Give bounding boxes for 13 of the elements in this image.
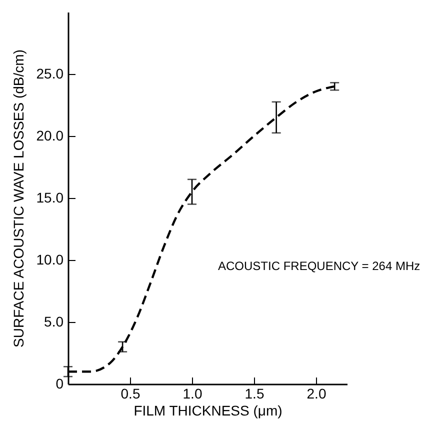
x-tick-label: 2.0 [306,386,326,402]
y-tick-label: 25.0 [36,66,64,82]
x-tick-label: 1.5 [244,386,264,402]
y-tick-label: 5.0 [44,314,64,330]
y-tick-label: 20.0 [36,128,64,144]
y-tick-label: 10.0 [36,252,64,268]
y-tick-label: 15.0 [36,190,64,206]
x-tick-label: 1.0 [182,386,202,402]
x-axis-title: FILM THICKNESS (μm) [134,402,282,418]
y-tick-label: 0 [56,376,64,392]
y-axis-title: SURFACE ACOUSTIC WAVE LOSSES (dB/cm) [10,50,26,348]
x-tick-label: 0.5 [120,386,140,402]
annotation: ACOUSTIC FREQUENCY = 264 MHz [218,259,420,273]
